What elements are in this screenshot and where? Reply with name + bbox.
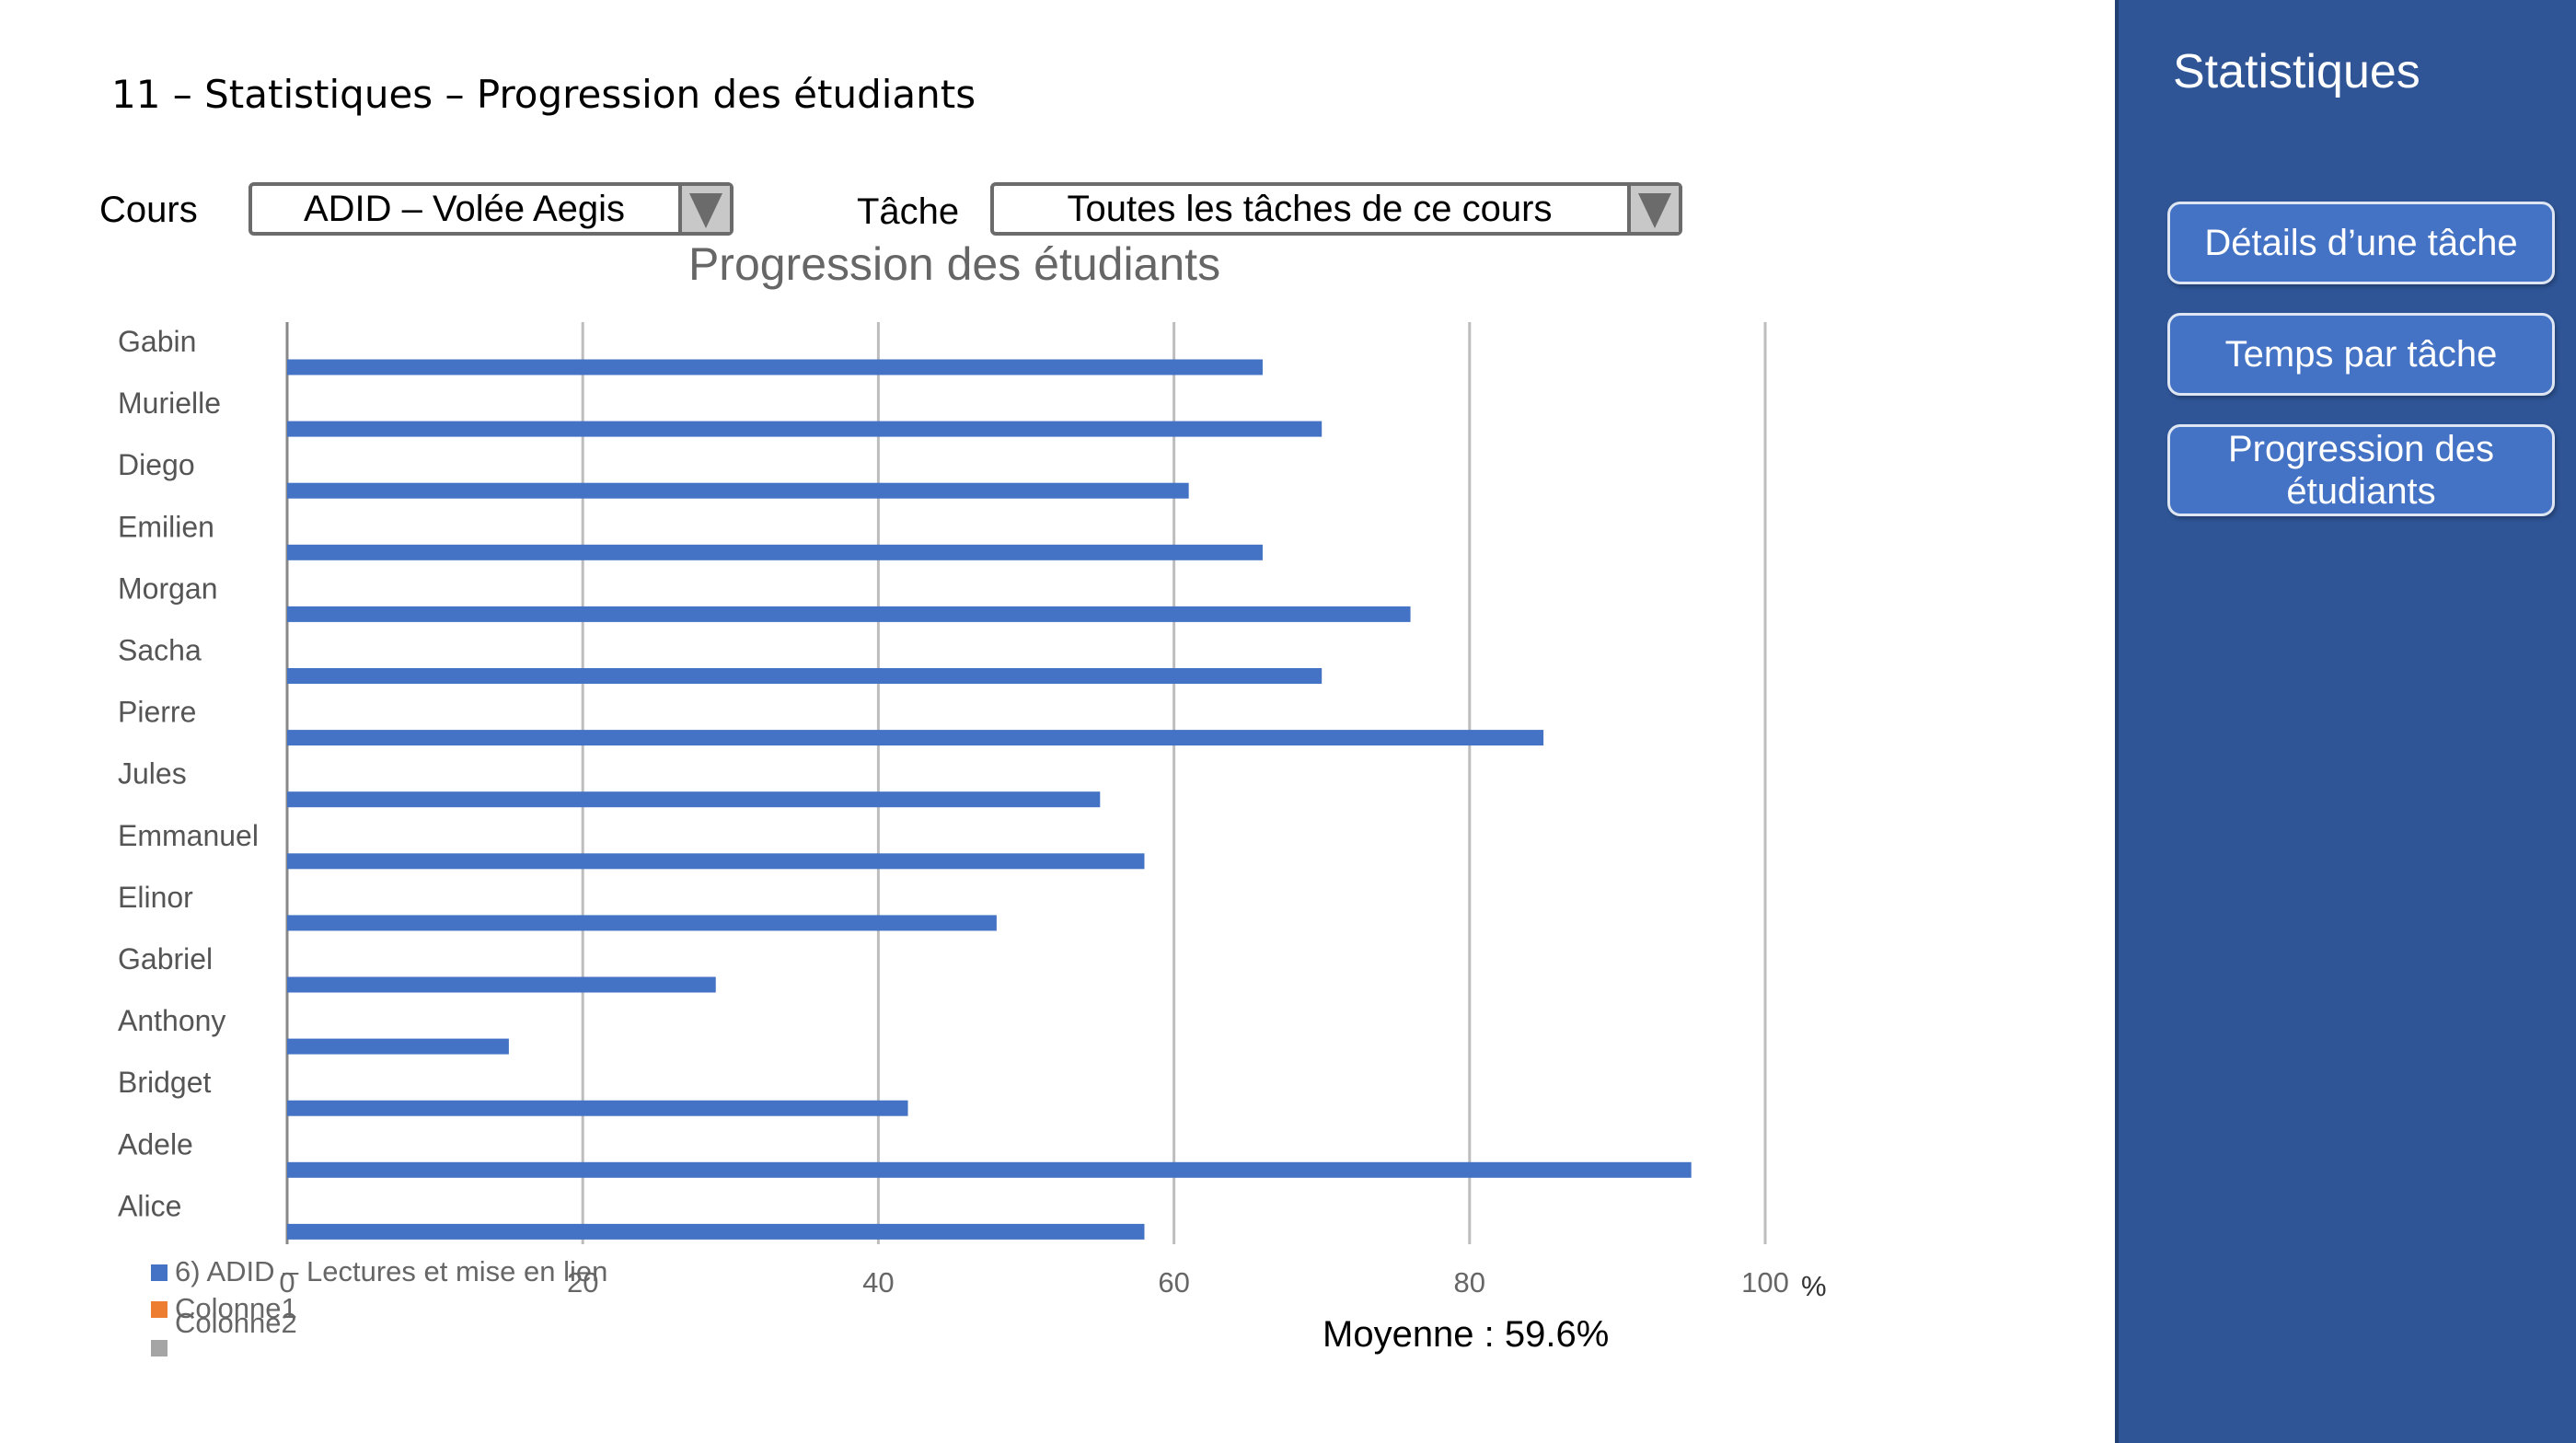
bar bbox=[287, 544, 1263, 560]
x-tick-label: 60 bbox=[1158, 1266, 1189, 1299]
legend-label-series: 6) ADID – Lectures et mise en lien bbox=[175, 1255, 608, 1287]
time-per-task-button[interactable]: Temps par tâche bbox=[2167, 313, 2555, 396]
x-axis-unit: % bbox=[1801, 1270, 1827, 1302]
legend-swatch-colonne2 bbox=[151, 1340, 167, 1356]
task-label: Tâche bbox=[857, 191, 960, 232]
bar bbox=[287, 606, 1411, 622]
category-label: Gabin bbox=[118, 325, 196, 358]
category-label: Pierre bbox=[118, 696, 196, 729]
category-label: Morgan bbox=[118, 571, 218, 605]
task-select[interactable]: Toutes les tâches de ce cours bbox=[990, 182, 1682, 236]
bar bbox=[287, 421, 1323, 437]
chevron-down-icon[interactable] bbox=[1627, 186, 1679, 232]
category-label: Emilien bbox=[118, 510, 214, 543]
x-tick-label: 80 bbox=[1454, 1266, 1485, 1299]
category-label: Murielle bbox=[118, 387, 221, 420]
bar bbox=[287, 668, 1323, 684]
course-select[interactable]: ADID – Volée Aegis bbox=[248, 182, 734, 236]
chart-title: Progression des étudiants bbox=[688, 238, 1220, 290]
student-progress-button[interactable]: Progression des étudiants bbox=[2167, 424, 2555, 516]
bar bbox=[287, 853, 1145, 870]
legend-label-colonne2: Colonne2 bbox=[175, 1307, 297, 1339]
bar bbox=[287, 730, 1544, 746]
category-label: Gabriel bbox=[118, 942, 213, 975]
legend-swatch-colonne1 bbox=[151, 1301, 167, 1318]
bar bbox=[287, 482, 1189, 499]
sidebar: Statistiques Détails d’une tâche Temps p… bbox=[2115, 0, 2576, 1443]
legend-swatch-series bbox=[151, 1264, 167, 1281]
course-label: Cours bbox=[99, 190, 198, 230]
page-title: 11 – Statistiques – Progression des étud… bbox=[111, 72, 976, 117]
category-label: Emmanuel bbox=[118, 819, 259, 852]
bar bbox=[287, 1038, 509, 1055]
category-label: Bridget bbox=[118, 1066, 212, 1099]
course-select-value: ADID – Volée Aegis bbox=[303, 188, 626, 229]
x-tick-label: 20 bbox=[567, 1266, 598, 1299]
category-label: Jules bbox=[118, 757, 187, 791]
x-tick-label: 100 bbox=[1741, 1266, 1789, 1299]
bar bbox=[287, 915, 997, 931]
progress-chart: Progression des étudiants 0 20 40 60 80 100 % Ga… bbox=[118, 238, 1827, 1302]
category-label: Diego bbox=[118, 448, 195, 481]
category-label: Adele bbox=[118, 1127, 193, 1160]
x-tick-label: 0 bbox=[279, 1266, 295, 1299]
legend-label-colonne1: Colonne1 bbox=[175, 1292, 297, 1324]
task-select-value: Toutes les tâches de ce cours bbox=[1067, 188, 1553, 229]
task-details-button[interactable]: Détails d’une tâche bbox=[2167, 202, 2555, 284]
bar bbox=[287, 791, 1101, 808]
category-label: Alice bbox=[118, 1189, 181, 1222]
x-tick-label: 40 bbox=[862, 1266, 894, 1299]
bar bbox=[287, 1223, 1145, 1240]
category-label: Elinor bbox=[118, 881, 193, 914]
category-label: Anthony bbox=[118, 1004, 225, 1037]
category-label: Sacha bbox=[118, 634, 202, 667]
bar bbox=[287, 359, 1263, 375]
bar bbox=[287, 1100, 908, 1116]
chevron-down-icon[interactable] bbox=[678, 186, 730, 232]
bar bbox=[287, 1161, 1692, 1178]
sidebar-title: Statistiques bbox=[2173, 45, 2420, 98]
bar bbox=[287, 976, 716, 993]
average-value: Moyenne : 59.6% bbox=[1323, 1314, 1610, 1355]
